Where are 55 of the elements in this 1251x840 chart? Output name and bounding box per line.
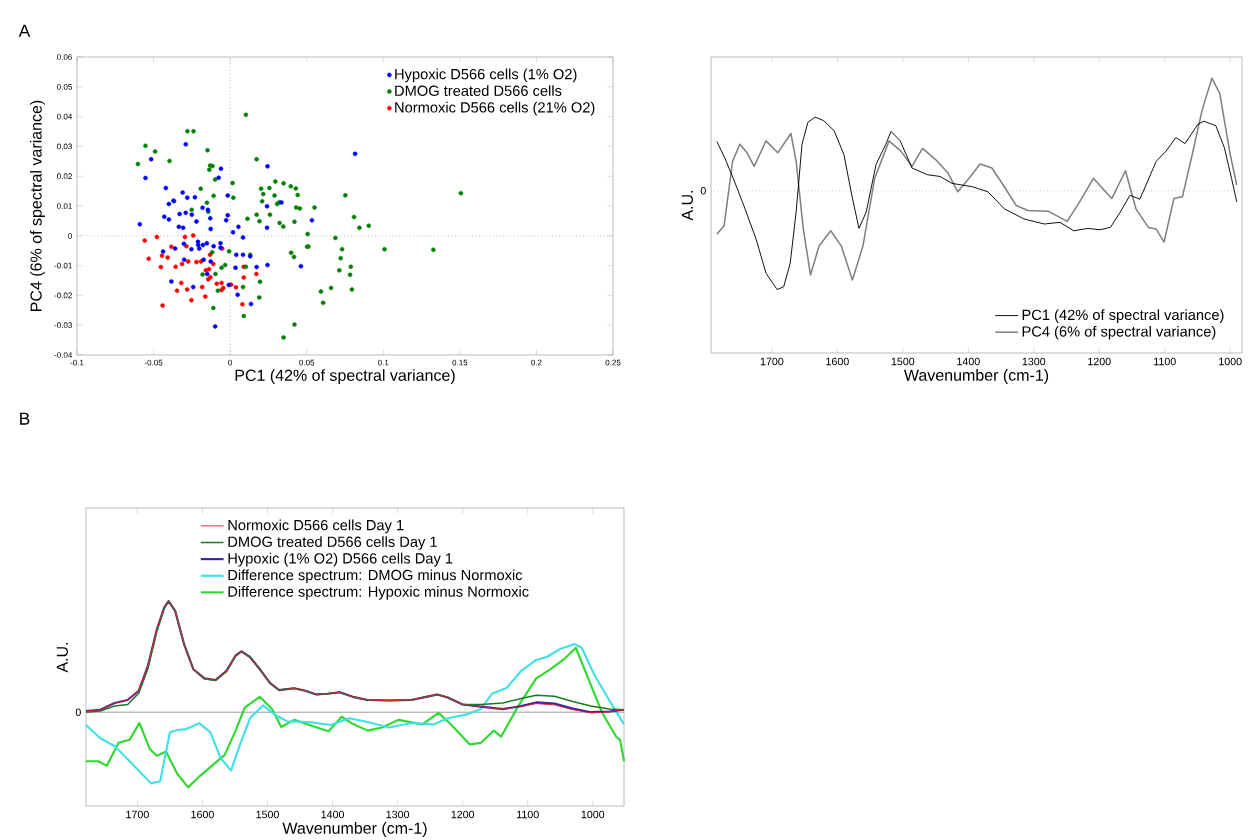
x-tick-label: 1200	[451, 810, 475, 819]
x-tick-label: 1400	[957, 357, 980, 366]
x-tick-label: 1300	[386, 810, 410, 819]
y-axis-title: PC4 (6% of spectral variance)	[30, 100, 45, 311]
y-tick-label: 0.06	[57, 54, 72, 60]
y-tick-label: -0.01	[54, 262, 72, 269]
ref-line-label: 0	[700, 187, 706, 195]
x-tick-label: 1700	[760, 357, 784, 366]
x-tick-label: 1100	[1154, 357, 1176, 366]
legend-label: PC4 (6% of spectral variance)	[1022, 325, 1216, 340]
ref-line-label: 0	[75, 708, 81, 716]
text: A	[18, 24, 31, 37]
x-tick-label: 0.15	[452, 359, 468, 366]
x-axis-title: Wavenumber (cm-1)	[282, 822, 427, 837]
x-tick-label: 1300	[1022, 357, 1046, 366]
x-tick-label: 1000	[581, 810, 605, 819]
y-tick-label: -0.04	[54, 352, 73, 358]
x-tick-label: 0.1	[378, 359, 389, 366]
y-axis-title: A.U.	[681, 190, 693, 221]
legend-label: DMOG treated D566 cells Day 1	[228, 536, 437, 550]
y-tick-label: 0	[68, 232, 72, 239]
legend-label: PC1 (42% of spectral variance)	[1022, 309, 1224, 323]
legend-label: Difference spectrum: Hypoxic minus Normoxic	[228, 586, 529, 600]
text: B	[20, 412, 30, 425]
y-tick-label: 0.03	[57, 143, 72, 150]
x-tick-label: 1700	[126, 810, 149, 819]
y-tick-label: 0.04	[57, 113, 73, 120]
x-axis-title: Wavenumber (cm-1)	[903, 369, 1049, 384]
y-tick-label: 0.05	[57, 83, 72, 90]
x-tick-label: 1500	[891, 357, 915, 366]
y-tick-label: 0.02	[57, 173, 72, 180]
x-tick-label: 0.2	[531, 359, 542, 366]
x-axis-title: PC1 (42% of spectral variance)	[235, 369, 455, 385]
legend-label: Normoxic D566 cells (21% O2)	[395, 101, 595, 116]
x-tick-label: 1100	[517, 810, 539, 819]
x-tick-label: 1000	[1219, 357, 1242, 366]
x-tick-label: 1200	[1088, 357, 1111, 366]
legend-label: Hypoxic (1% O2) D566 cells Day 1	[228, 552, 453, 567]
x-tick-label: 1600	[191, 810, 214, 819]
x-tick-label: 1500	[256, 810, 279, 819]
x-tick-label: 1600	[826, 357, 849, 366]
x-tick-label: -0.05	[144, 359, 163, 366]
y-axis-title: A.U.	[56, 642, 68, 673]
x-tick-label: 0.05	[299, 359, 315, 366]
y-tick-label: 0.01	[57, 203, 72, 209]
x-tick-label: -0.1	[70, 359, 84, 366]
legend-label: Normoxic D566 cells Day 1	[228, 519, 404, 534]
legend-label: Difference spectrum: DMOG minus Normoxic	[228, 569, 523, 584]
x-tick-label: 0	[228, 359, 233, 366]
x-tick-label: 1400	[321, 810, 345, 819]
legend-label: DMOG treated D566 cells	[395, 85, 562, 96]
y-tick-label: -0.02	[54, 292, 72, 299]
y-tick-label: -0.03	[54, 322, 72, 329]
legend-label: Hypoxic D566 cells (1% O2)	[395, 68, 577, 83]
x-tick-label: 0.25	[605, 359, 621, 366]
